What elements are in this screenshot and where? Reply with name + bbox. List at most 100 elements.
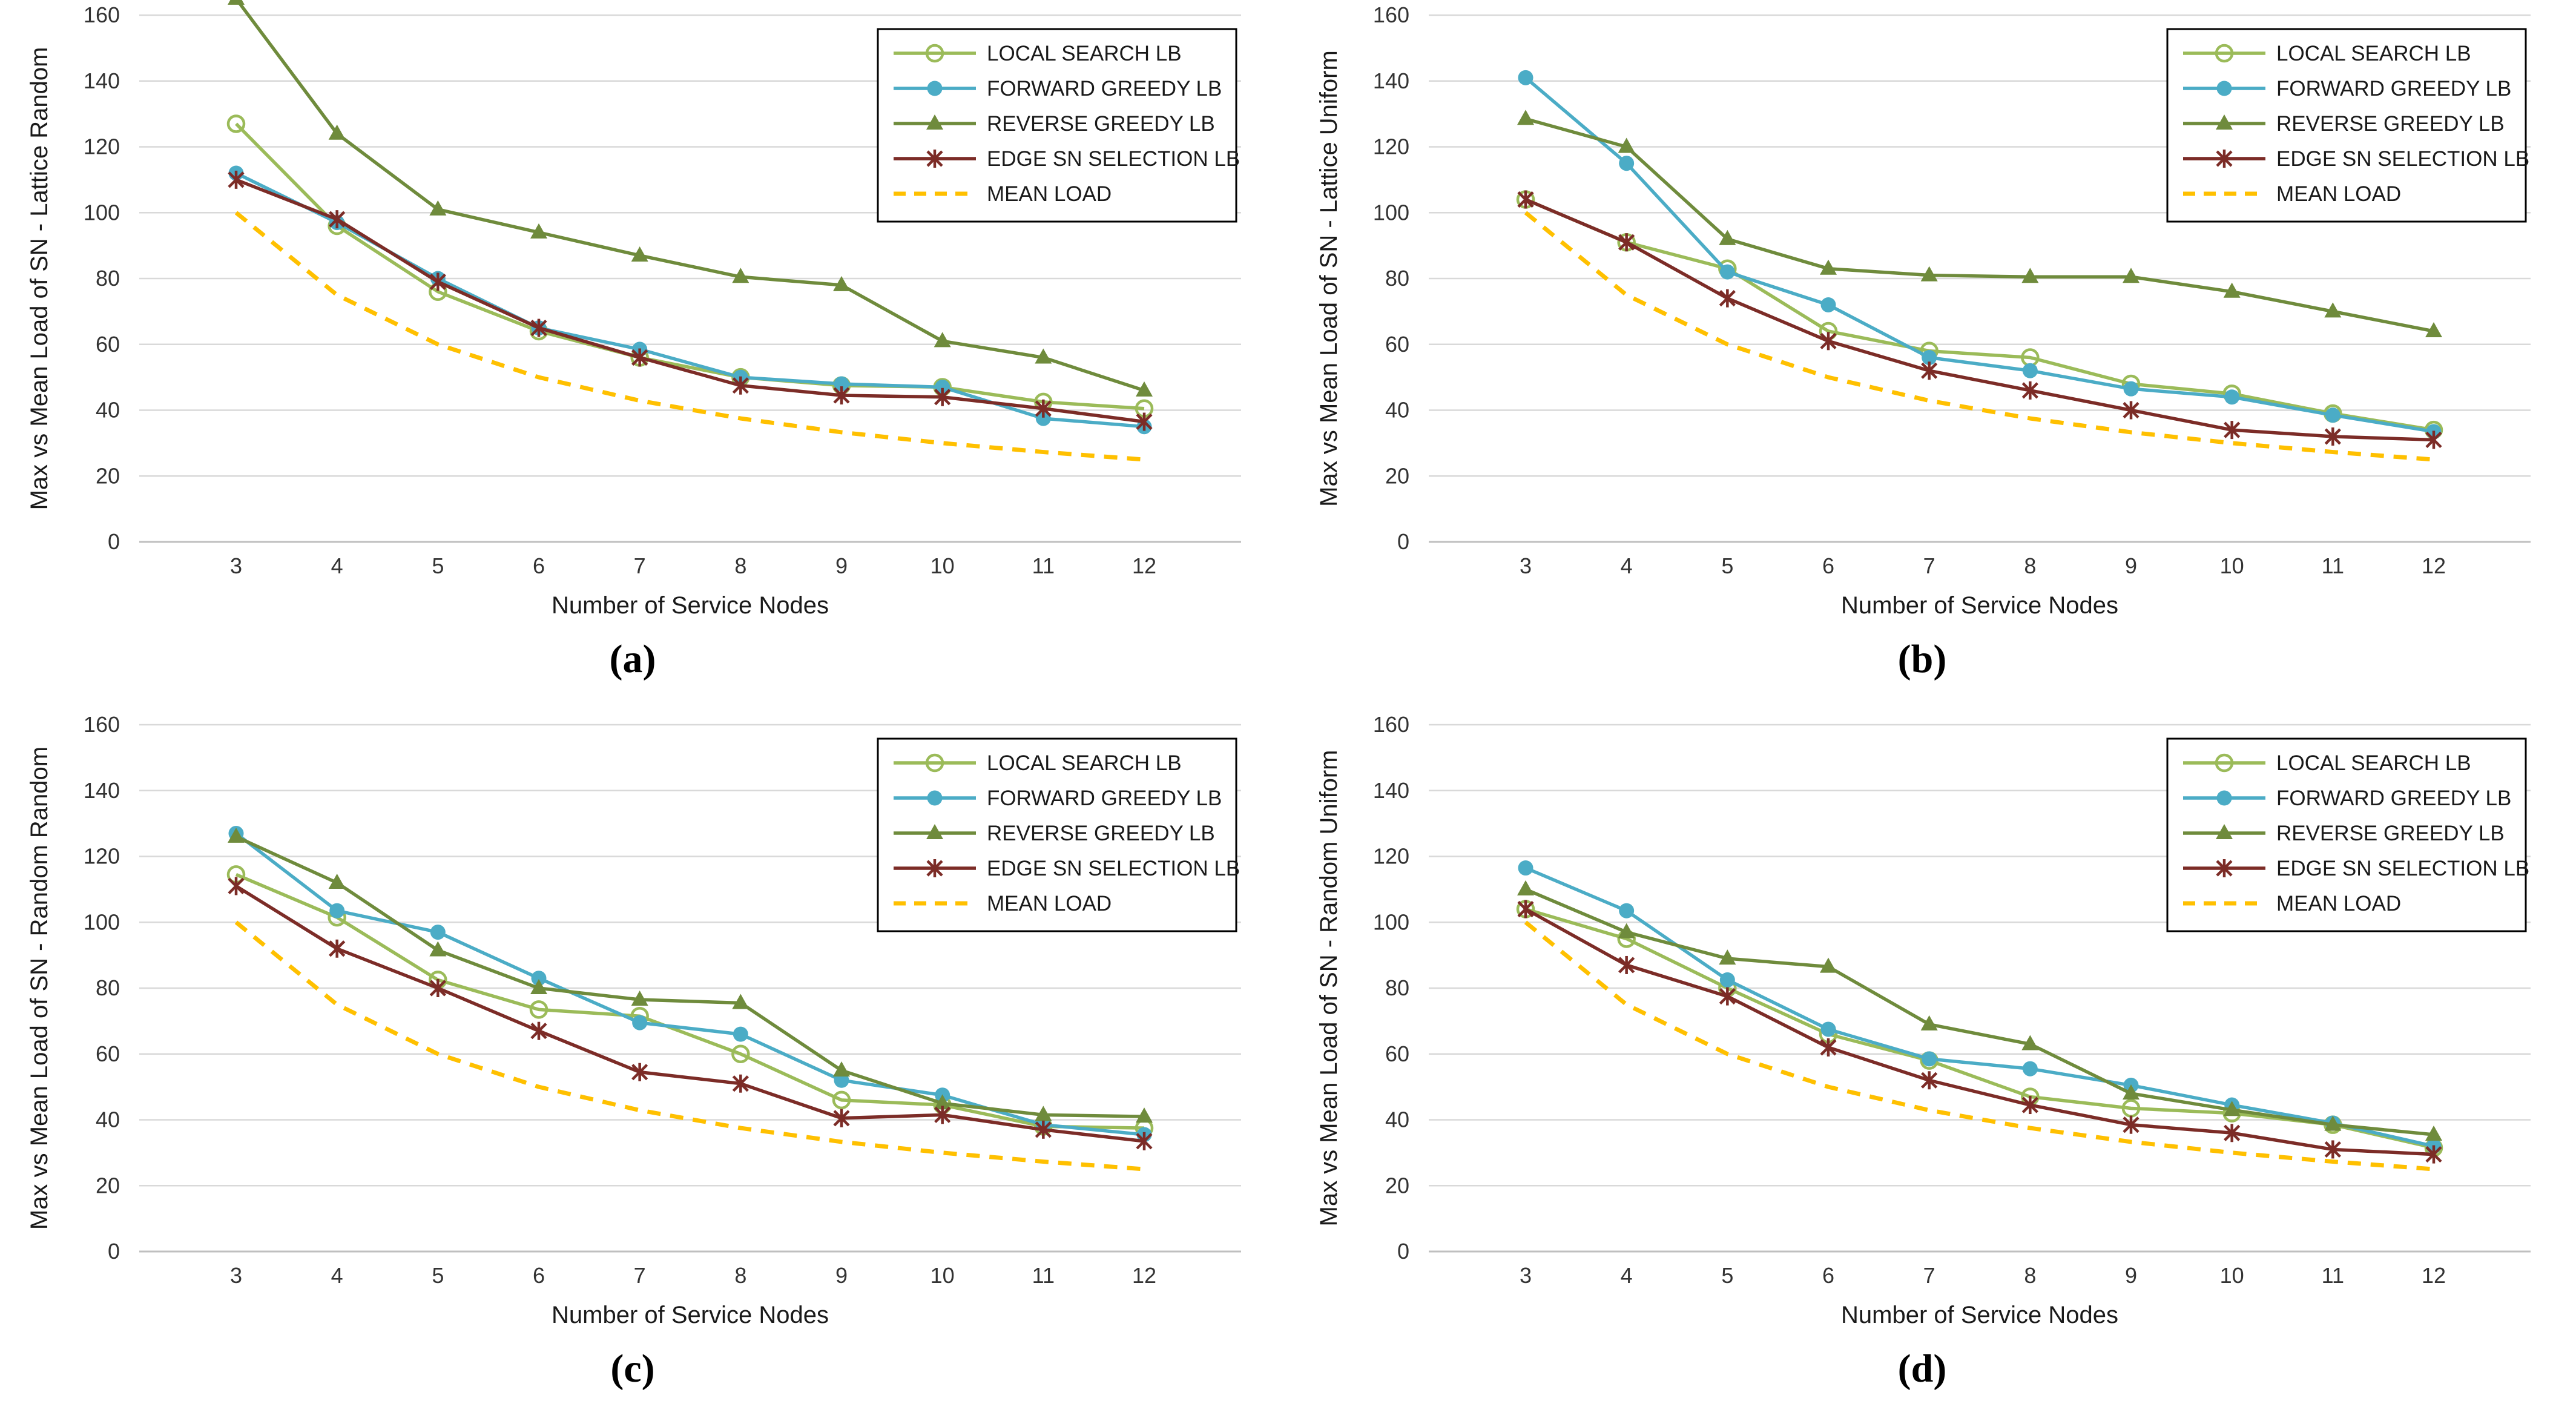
data-point-marker <box>1035 348 1052 364</box>
data-point-marker <box>833 1109 850 1127</box>
series-line-2 <box>235 0 1145 392</box>
data-point-marker <box>1618 923 1635 938</box>
data-point-marker <box>2425 1125 2442 1141</box>
series-markers-3 <box>1517 900 2442 1164</box>
legend-label: REVERSE GREEDY LB <box>987 822 1215 845</box>
data-point-marker <box>1820 1021 1836 1037</box>
legend: LOCAL SEARCH LB FORWARD GREEDY LB REVERSE … <box>2166 737 2529 932</box>
data-point-marker <box>329 903 345 918</box>
legend-label: EDGE SN SELECTION LB <box>2276 147 2529 171</box>
series-line-0 <box>1524 197 2434 432</box>
legend-item: MEAN LOAD <box>2183 892 2401 915</box>
legend-marker <box>926 824 943 839</box>
y-tick-label: 60 <box>96 332 120 357</box>
data-point-marker <box>228 827 245 843</box>
data-point-marker <box>2021 1096 2038 1115</box>
legend-item: EDGE SN SELECTION LB <box>2183 857 2529 880</box>
chart-panel-d: 0 20 40 60 80 100 120 140 160 3 4 5 6 7 8 9 10 11 12 Number… <box>1308 710 2576 1415</box>
series-line-1 <box>1524 76 2434 434</box>
y-tick-label: 20 <box>1385 463 1409 488</box>
legend-label: FORWARD GREEDY LB <box>987 786 1222 810</box>
legend-item: FORWARD GREEDY LB <box>2183 77 2511 101</box>
data-point-marker <box>1618 137 1635 153</box>
legend-item: EDGE SN SELECTION LB <box>894 147 1240 171</box>
x-tick-label: 7 <box>1923 553 1935 578</box>
data-point-marker <box>1921 361 1938 380</box>
series-markers-2 <box>228 0 1153 397</box>
legend-item: FORWARD GREEDY LB <box>894 786 1222 810</box>
legend: LOCAL SEARCH LB FORWARD GREEDY LB REVERSE … <box>877 737 1240 932</box>
data-point-marker <box>529 1000 548 1019</box>
data-point-marker <box>429 200 447 216</box>
y-tick-label: 140 <box>1373 778 1409 803</box>
series-markers-0 <box>1516 190 2443 440</box>
x-tick-label: 10 <box>2220 1263 2244 1288</box>
data-point-marker <box>2324 427 2341 446</box>
y-tick-label: 60 <box>1385 332 1409 357</box>
gridlines <box>1429 724 2531 1253</box>
legend-item: REVERSE GREEDY LB <box>894 822 1215 845</box>
data-point-marker <box>430 925 446 940</box>
legend-label: EDGE SN SELECTION LB <box>987 857 1240 880</box>
x-tick-label: 9 <box>2125 553 2137 578</box>
axis-title-x: Number of Service Nodes <box>552 1302 829 1328</box>
legend-marker <box>927 790 943 806</box>
data-point-marker <box>631 348 648 367</box>
data-point-marker <box>228 0 245 5</box>
data-point-marker <box>732 268 749 283</box>
series-line-2 <box>235 835 1145 1118</box>
y-tick-label: 160 <box>1373 712 1409 737</box>
y-tick-label: 20 <box>1385 1173 1409 1198</box>
data-point-marker <box>1820 297 1836 312</box>
data-point-marker <box>2123 381 2139 397</box>
y-tick-label: 40 <box>96 1107 120 1132</box>
data-point-marker <box>328 874 346 889</box>
x-tick-label: 4 <box>331 1263 343 1288</box>
y-tick-label: 0 <box>1397 1239 1409 1264</box>
axis-title-y: Max vs Mean Load of SN - Lattice Uniform <box>1316 50 1342 507</box>
x-tick-label: 3 <box>230 1263 242 1288</box>
data-point-marker <box>2021 381 2038 400</box>
legend-label: REVERSE GREEDY LB <box>987 112 1215 136</box>
legend-item: LOCAL SEARCH LB <box>894 751 1182 775</box>
data-point-marker <box>2123 401 2140 420</box>
axis-title-y: Max vs Mean Load of SN - Lattice Random <box>26 47 53 510</box>
data-point-marker <box>2223 1101 2241 1116</box>
data-point-marker <box>2022 363 2038 378</box>
data-point-marker <box>530 223 547 239</box>
legend-marker <box>2216 824 2233 839</box>
legend-label: EDGE SN SELECTION LB <box>987 147 1240 171</box>
data-point-marker <box>1136 1107 1153 1123</box>
x-tick-label: 10 <box>931 1263 955 1288</box>
data-point-marker <box>733 1026 748 1042</box>
x-tick-label: 10 <box>931 553 955 578</box>
x-tick-label: 3 <box>1520 553 1532 578</box>
data-point-marker <box>1719 229 1736 245</box>
legend-marker <box>925 44 944 63</box>
y-tick-label: 0 <box>108 529 120 554</box>
data-point-marker <box>2224 1124 2241 1143</box>
data-point-marker <box>2123 268 2140 283</box>
series-line-2 <box>1524 888 2434 1136</box>
data-point-marker <box>1920 1015 1938 1031</box>
data-point-marker <box>834 376 849 392</box>
x-tick-label: 6 <box>1822 1263 1834 1288</box>
legend-item: REVERSE GREEDY LB <box>2183 112 2505 136</box>
legend-label: FORWARD GREEDY LB <box>987 77 1222 101</box>
legend-item: EDGE SN SELECTION LB <box>2183 147 2529 171</box>
series-line-0 <box>235 872 1145 1130</box>
data-point-marker <box>934 1106 951 1124</box>
x-tick-label: 3 <box>1520 1263 1532 1288</box>
x-tick-label: 8 <box>2024 553 2036 578</box>
legend-item: LOCAL SEARCH LB <box>2183 751 2471 775</box>
legend-marker <box>2215 44 2234 63</box>
x-tick-label: 12 <box>1132 1263 1156 1288</box>
data-point-marker <box>531 971 547 986</box>
series-line-4 <box>1524 211 2434 462</box>
data-point-marker <box>1922 350 1937 365</box>
data-point-marker <box>1922 1051 1937 1067</box>
data-point-marker <box>632 1015 648 1031</box>
legend-label: FORWARD GREEDY LB <box>2276 77 2511 101</box>
y-tick-label: 20 <box>96 1173 120 1198</box>
legend-item: REVERSE GREEDY LB <box>2183 822 2505 845</box>
